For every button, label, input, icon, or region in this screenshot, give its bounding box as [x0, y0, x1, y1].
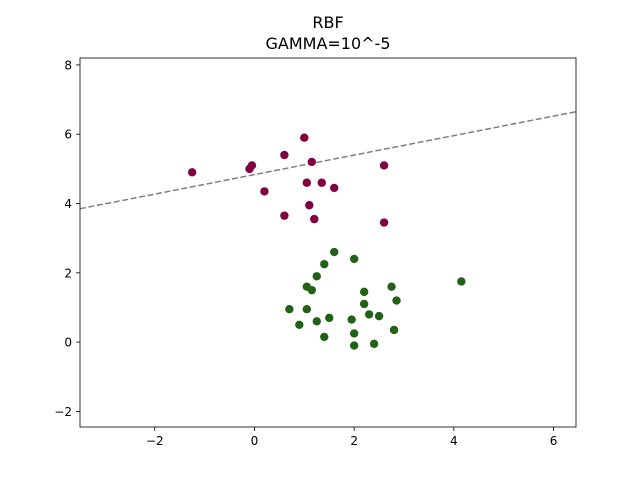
scatter-point-series1 — [280, 150, 289, 160]
scatter-point-series1 — [305, 201, 314, 210]
scatter-point-series2 — [392, 296, 401, 305]
scatter-point-series2 — [285, 304, 294, 314]
scatter-point-series2 — [307, 285, 316, 295]
scatter-point-series1 — [310, 214, 319, 224]
scatter-point-series1 — [280, 211, 289, 220]
scatter-point-series2 — [364, 310, 374, 319]
scatter-point-series1 — [379, 161, 389, 170]
scatter-point-series1 — [247, 161, 257, 170]
scatter-point-series1 — [260, 187, 269, 196]
scatter-point-series2 — [347, 315, 356, 324]
x-tick-label: −2 — [146, 434, 164, 448]
scatter-point-series2 — [359, 287, 369, 297]
scatter-point-series2 — [389, 325, 399, 335]
scatter-point-series1 — [330, 183, 339, 193]
chart-title: RBF — [312, 13, 343, 32]
x-tick-label: 2 — [350, 434, 358, 448]
scatter-point-series2 — [312, 272, 321, 281]
scatter-point-series1 — [379, 218, 389, 227]
y-tick-label: −2 — [54, 405, 72, 419]
scatter-point-series2 — [325, 313, 334, 323]
scatter-point-series2 — [359, 299, 369, 309]
scatter-point-series2 — [302, 304, 312, 314]
chart-subtitle: GAMMA=10^-5 — [265, 34, 390, 53]
scatter-point-series2 — [457, 277, 466, 286]
scatter-point-series1 — [307, 157, 316, 167]
scatter-point-series2 — [320, 259, 329, 269]
y-tick-label: 8 — [64, 58, 72, 72]
plot-area: −2 0 2 4 6 −2 0 2 4 6 8 — [54, 57, 577, 448]
y-tick-label: 4 — [64, 197, 72, 211]
scatter-point-series1 — [302, 178, 312, 187]
scatter-point-series2 — [369, 339, 379, 349]
x-tick-label: 0 — [251, 434, 259, 448]
scatter-point-series2 — [320, 332, 329, 342]
x-tick-label: 4 — [450, 434, 458, 448]
scatter-point-series2 — [374, 311, 384, 321]
scatter-point-series2 — [349, 341, 359, 350]
decision-boundary-line — [80, 110, 576, 210]
scatter-point-series2 — [295, 320, 304, 329]
scatter-point-series2 — [387, 282, 396, 291]
scatter-point-series2 — [330, 247, 339, 257]
x-tick-label: 6 — [550, 434, 558, 448]
scatter-point-series2 — [349, 329, 359, 338]
scatter-point-series1 — [187, 168, 197, 177]
y-tick-label: 2 — [64, 266, 72, 280]
y-tick-label: 6 — [64, 128, 72, 142]
scatter-point-series1 — [300, 133, 309, 142]
scatter-point-series1 — [317, 178, 326, 187]
y-tick-label: 0 — [64, 336, 72, 350]
scatter-point-series2 — [312, 317, 321, 326]
plot-frame — [79, 57, 577, 428]
scatter-point-series2 — [349, 254, 359, 264]
